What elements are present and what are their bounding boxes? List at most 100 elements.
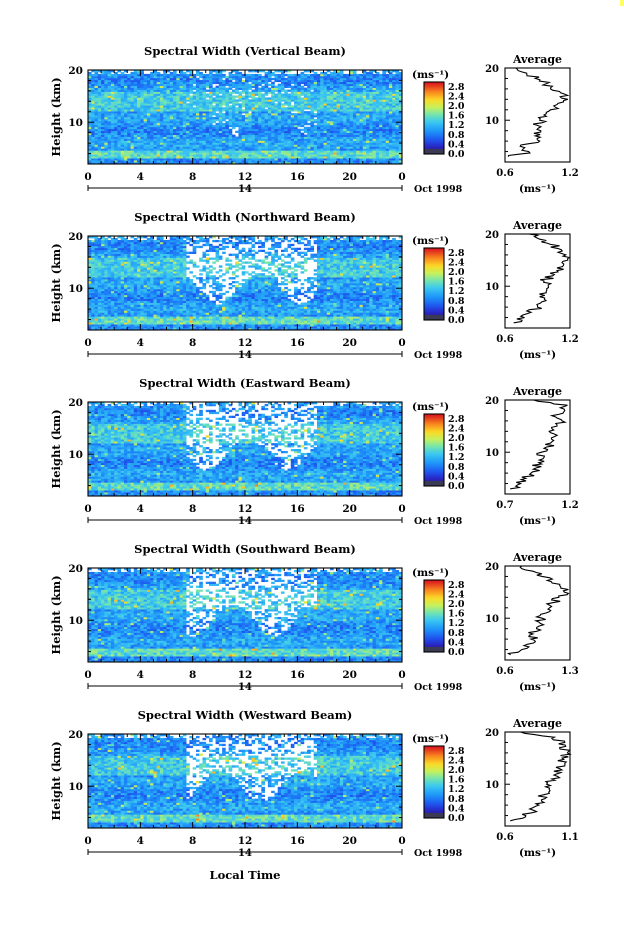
heatmap-cell [127,326,131,329]
heatmap-cell [336,87,341,90]
heatmap-cell [163,71,167,75]
heatmap-cell [192,152,197,155]
heatmap-cell [343,124,347,128]
heatmap-cell [97,93,102,96]
heatmap-cell [395,117,400,120]
heatmap-cell [356,73,360,77]
heatmap-cell [326,126,331,130]
heatmap-cell [379,99,383,102]
heatmap-cell [114,75,118,79]
heatmap-cell [313,326,318,329]
heatmap-cell [189,118,194,122]
heatmap-cell [130,95,135,98]
heatmap-cell [189,150,194,153]
heatmap-cell [166,320,171,323]
heatmap-cell [313,328,318,331]
heatmap-cell [284,99,288,102]
heatmap-cell [346,122,351,126]
heatmap-cell [104,154,108,157]
heatmap-cell [346,85,351,88]
heatmap-cell [238,126,243,130]
heatmap-cell [352,83,357,87]
heatmap-cell [343,99,347,102]
heatmap-cell [375,117,380,120]
heatmap-cell [333,91,337,94]
heatmap-cell [159,113,164,116]
heatmap-cell [94,134,99,137]
heatmap-cell [297,95,301,98]
heatmap-cell [189,87,194,90]
heatmap-cell [294,101,298,104]
heatmap-cell [271,89,275,92]
heatmap-cell [133,81,138,85]
heatmap-cell [372,124,377,128]
heatmap-cell [343,95,347,98]
heatmap-cell [303,150,308,153]
heatmap-cell [258,77,262,81]
heatmap-cell [107,142,112,145]
heatmap-cell [199,136,203,139]
heatmap-cell [284,77,288,81]
heatmap-cell [326,122,331,126]
heatmap-cell [163,150,167,153]
heatmap-cell [258,120,262,124]
heatmap-cell [287,154,292,157]
heatmap-cell [303,117,308,120]
heatmap-cell [303,160,308,163]
heatmap-cell [320,144,324,147]
heatmap-cell [352,113,357,116]
heatmap-cell [176,156,180,159]
heatmap-cell [150,99,154,102]
heatmap-cell [169,124,174,128]
heatmap-cell [173,81,177,85]
heatmap-cell [379,85,383,88]
heatmap-cell [218,162,223,165]
heatmap-cell [343,109,347,112]
heatmap-cell [88,118,92,122]
heatmap-cell [313,89,318,92]
heatmap-cell [323,101,328,104]
heatmap-cell [101,71,105,75]
heatmap-cell [104,128,108,132]
heatmap-cell [290,138,295,141]
heatmap-cell [366,77,370,81]
heatmap-cell [205,150,210,153]
heatmap-cell [274,132,279,135]
heatmap-cell [362,89,367,92]
heatmap-cell [356,128,360,132]
heatmap-cell [356,150,360,153]
heatmap-cell [362,83,367,87]
heatmap-cell [382,70,386,73]
heatmap-cell [209,156,213,159]
heatmap-cell [392,77,396,81]
heatmap-cell [143,109,148,112]
heatmap-cell [88,328,92,331]
heatmap-cell [110,85,115,88]
heatmap-cell [117,75,122,79]
heatmap-cell [277,122,282,126]
heatmap-cell [356,126,360,130]
heatmap-cell [297,117,301,120]
heatmap-cell [150,89,154,92]
heatmap-cell [343,111,347,114]
heatmap-cell [261,111,265,114]
heatmap-cell [323,126,328,130]
heatmap-cell [261,152,265,155]
heatmap-cell [156,126,161,130]
heatmap-cell [326,113,331,116]
heatmap-cell [202,120,207,124]
heatmap-cell [339,128,344,132]
heatmap-cell [235,154,239,157]
heatmap-cell [398,109,403,112]
heatmap-cell [349,150,354,153]
colorbar-segment [424,122,444,125]
heatmap-cell [372,85,377,88]
heatmap-cell [362,140,367,143]
heatmap-cell [316,115,321,118]
heatmap-cell [88,97,92,100]
heatmap-cell [251,77,256,81]
heatmap-cell [199,154,203,157]
heatmap-cell [182,87,187,90]
heatmap-cell [186,91,190,94]
heatmap-cell [166,118,171,122]
